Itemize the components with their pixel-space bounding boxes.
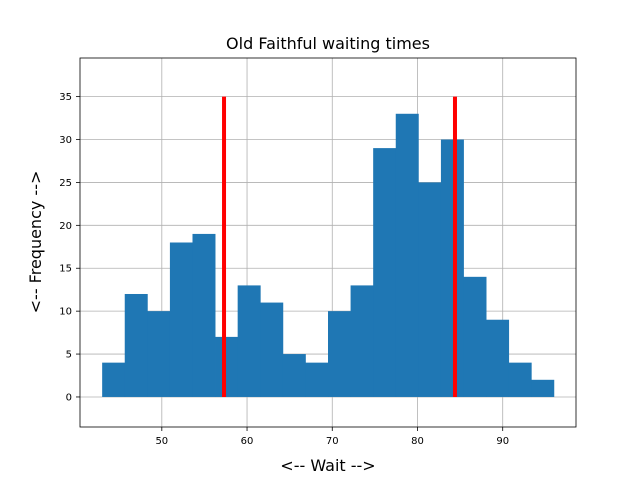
histogram-bar <box>147 311 171 397</box>
histogram-bar <box>508 362 532 397</box>
x-axis-ticks: 50 60 70 80 90 <box>155 427 509 447</box>
histogram-bar <box>418 182 442 397</box>
y-axis-ticks: 0 5 10 15 20 25 30 35 <box>59 92 80 403</box>
y-tick-label: 5 <box>66 350 72 361</box>
histogram-bar <box>305 362 329 397</box>
histogram-bar <box>237 285 261 397</box>
histogram-bar <box>350 285 374 397</box>
y-tick-label: 25 <box>59 178 72 189</box>
histogram-bar <box>282 354 306 397</box>
histogram-bars <box>102 113 555 397</box>
histogram-bar <box>486 319 510 397</box>
x-tick-label: 70 <box>326 436 339 447</box>
histogram-bar <box>440 139 464 397</box>
y-tick-label: 15 <box>59 264 72 275</box>
chart-title: Old Faithful waiting times <box>226 34 430 53</box>
histogram-bar <box>395 113 419 397</box>
y-axis-label: <-- Frequency --> <box>26 171 45 314</box>
reference-lines <box>222 96 457 397</box>
x-tick-label: 90 <box>496 436 509 447</box>
y-tick-label: 10 <box>59 307 72 318</box>
y-tick-label: 20 <box>59 221 72 232</box>
y-tick-label: 0 <box>66 392 72 403</box>
histogram-bar <box>373 148 397 397</box>
y-tick-label: 30 <box>59 135 72 146</box>
histogram-bar <box>328 311 351 397</box>
histogram-bar <box>215 336 239 397</box>
histogram-bar <box>463 276 487 397</box>
histogram-bar <box>192 233 216 397</box>
histogram-bar <box>260 302 284 397</box>
plot-frame <box>79 57 577 428</box>
histogram-bar <box>102 362 126 397</box>
x-axis-label: <-- Wait --> <box>280 456 375 475</box>
x-tick-label: 50 <box>155 436 168 447</box>
x-tick-label: 60 <box>241 436 254 447</box>
y-tick-label: 35 <box>59 92 72 103</box>
x-tick-label: 80 <box>411 436 424 447</box>
histogram-bar <box>531 379 555 397</box>
histogram-bar <box>169 242 193 397</box>
histogram-bar <box>124 293 148 397</box>
